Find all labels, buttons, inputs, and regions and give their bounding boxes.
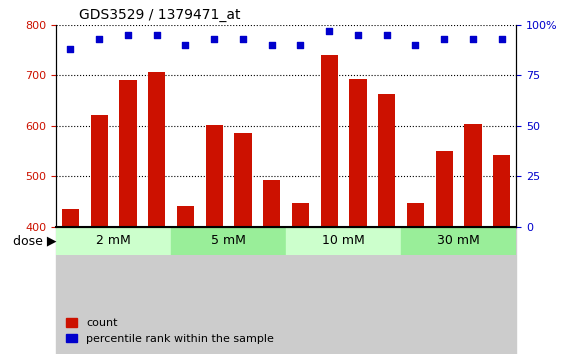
Bar [373, 227, 401, 354]
Bar [488, 227, 516, 354]
Bar [56, 227, 85, 354]
Text: 10 mM: 10 mM [322, 234, 365, 247]
Text: 2 mM: 2 mM [96, 234, 131, 247]
Bar [205, 125, 223, 354]
Bar [85, 227, 113, 354]
Bar [465, 124, 481, 354]
Point [440, 36, 449, 42]
Bar [229, 227, 257, 354]
Bar [148, 72, 165, 354]
Point [152, 32, 161, 38]
Bar [286, 227, 401, 255]
Text: 5 mM: 5 mM [211, 234, 246, 247]
Point [181, 42, 190, 48]
Bar [234, 133, 251, 354]
Bar [171, 227, 286, 255]
Bar [378, 94, 396, 354]
Bar [292, 203, 309, 354]
Bar [430, 227, 459, 354]
Bar [200, 227, 229, 354]
Text: dose ▶: dose ▶ [12, 234, 56, 247]
Point [267, 42, 276, 48]
Point [210, 36, 219, 42]
Bar [171, 227, 200, 354]
Point [497, 36, 506, 42]
Bar [407, 203, 424, 354]
Bar [401, 227, 430, 354]
Legend: count, percentile rank within the sample: count, percentile rank within the sample [62, 314, 278, 348]
Point [353, 32, 362, 38]
Bar [177, 206, 194, 354]
Bar [56, 227, 171, 255]
Point [382, 32, 391, 38]
Bar [343, 227, 373, 354]
Point [325, 28, 334, 34]
Bar [350, 79, 367, 354]
Text: 30 mM: 30 mM [437, 234, 480, 247]
Point [95, 36, 104, 42]
Point [238, 36, 247, 42]
Bar [401, 227, 516, 255]
Bar [142, 227, 171, 354]
Bar [263, 180, 280, 354]
Point [123, 32, 132, 38]
Bar [257, 227, 286, 354]
Bar [62, 209, 79, 354]
Bar [315, 227, 343, 354]
Bar [91, 115, 108, 354]
Point [66, 46, 75, 52]
Point [296, 42, 305, 48]
Bar [286, 227, 315, 354]
Bar [435, 151, 453, 354]
Text: GDS3529 / 1379471_at: GDS3529 / 1379471_at [79, 8, 241, 22]
Bar [320, 55, 338, 354]
Bar [119, 80, 136, 354]
Point [411, 42, 420, 48]
Point [468, 36, 477, 42]
Bar [113, 227, 142, 354]
Bar [493, 155, 511, 354]
Bar [458, 227, 488, 354]
